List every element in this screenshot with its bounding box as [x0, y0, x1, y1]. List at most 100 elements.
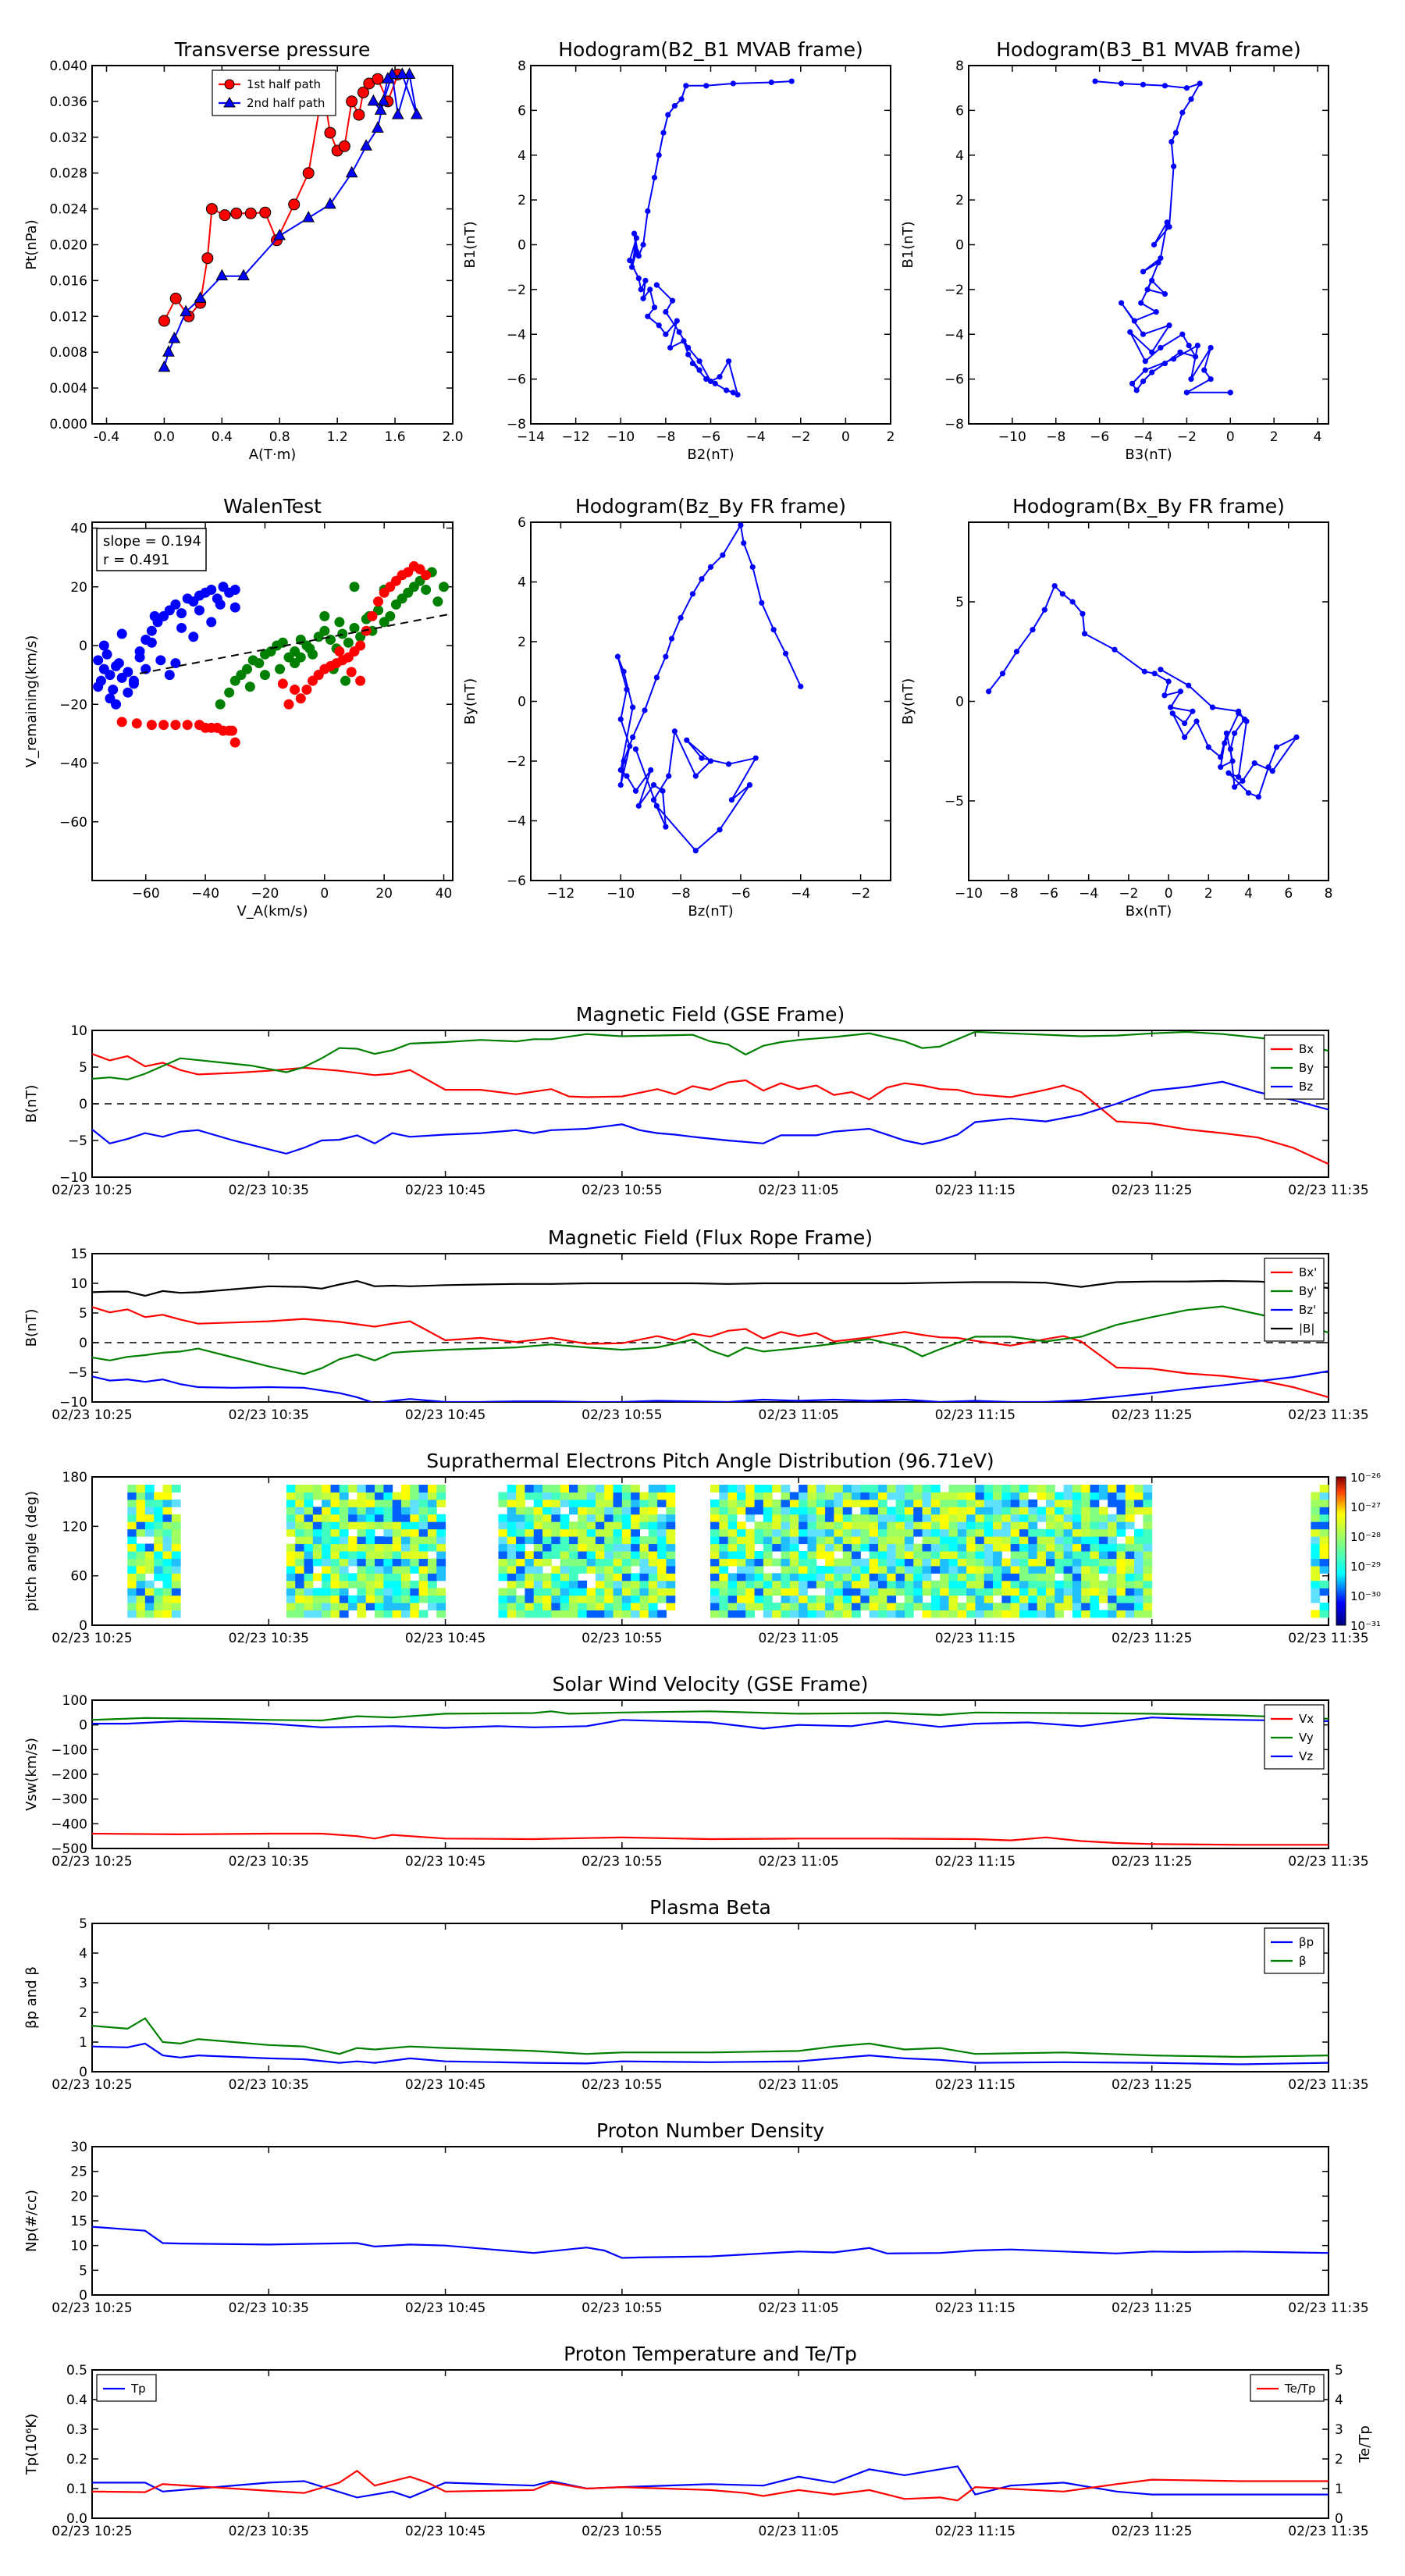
heatmap-cell — [365, 1499, 375, 1507]
heatmap-cell — [763, 1610, 773, 1618]
data-point — [1161, 83, 1168, 89]
heatmap-cell — [621, 1588, 631, 1596]
heatmap-cell — [586, 1514, 596, 1522]
heatmap-cell — [1311, 1580, 1321, 1589]
heatmap-cell — [860, 1528, 870, 1537]
heatmap-cell — [365, 1551, 375, 1559]
heatmap-cell — [852, 1558, 861, 1567]
heatmap-cell — [348, 1514, 357, 1522]
heatmap-cell — [516, 1551, 525, 1559]
heatmap-cell — [719, 1551, 729, 1559]
heatmap-cell — [144, 1492, 155, 1500]
heatmap-cell — [966, 1543, 976, 1552]
y-tick-label: 5 — [79, 1060, 87, 1076]
heatmap-cell — [542, 1610, 552, 1618]
y-tick-label: 25 — [70, 2165, 87, 2180]
heatmap-cell — [436, 1499, 446, 1507]
heatmap-cell — [136, 1492, 146, 1500]
heatmap-cell — [834, 1558, 844, 1567]
heatmap-cell — [727, 1485, 738, 1493]
heatmap-cell — [127, 1595, 137, 1603]
heatmap-cell — [551, 1492, 561, 1500]
heatmap-cell — [1134, 1603, 1144, 1611]
heatmap-cell — [727, 1528, 738, 1537]
heatmap-cell — [410, 1507, 420, 1515]
heatmap-cell — [666, 1543, 676, 1552]
heatmap-cell — [913, 1492, 923, 1500]
heatmap-cell — [604, 1573, 614, 1582]
heatmap-cell — [568, 1595, 578, 1603]
heatmap-cell — [1116, 1507, 1126, 1515]
heatmap-cell — [754, 1492, 764, 1500]
data-point — [666, 773, 672, 779]
heatmap-cell — [631, 1521, 640, 1530]
data-point — [360, 139, 372, 151]
heatmap-cell — [410, 1595, 420, 1603]
heatmap-cell — [127, 1485, 137, 1493]
heatmap-cell — [842, 1580, 852, 1589]
heatmap-cell — [763, 1558, 773, 1567]
plot-frame — [968, 65, 1329, 425]
heatmap-cell — [339, 1536, 349, 1545]
heatmap-cell — [357, 1580, 367, 1589]
heatmap-cell — [144, 1507, 155, 1515]
heatmap-cell — [984, 1595, 994, 1603]
data-point — [1080, 610, 1086, 617]
heatmap-cell — [922, 1507, 932, 1515]
series-line-0 — [92, 2465, 1329, 2499]
data-point — [1171, 356, 1177, 362]
heatmap-cell — [966, 1536, 976, 1545]
data-point — [627, 743, 633, 749]
x-tick-label: 02/23 10:35 — [229, 2300, 309, 2316]
heatmap-cell — [1010, 1558, 1020, 1567]
data-point — [663, 824, 669, 830]
heatmap-cell — [498, 1499, 508, 1507]
heatmap-cell — [745, 1603, 756, 1611]
heatmap-cell — [719, 1588, 729, 1596]
heatmap-cell — [745, 1558, 756, 1567]
heatmap-cell — [533, 1536, 543, 1545]
heatmap-cell — [1090, 1492, 1100, 1500]
legend-marker — [224, 79, 235, 90]
data-point — [1177, 688, 1184, 695]
data-point — [782, 650, 789, 656]
data-point — [319, 610, 330, 621]
heatmap-cell — [860, 1492, 870, 1500]
heatmap-cell — [745, 1543, 756, 1552]
heatmap-cell — [745, 1565, 756, 1574]
colorbar-tick-label: 10⁻²⁸ — [1350, 1530, 1381, 1544]
heatmap-cell — [1134, 1536, 1144, 1545]
heatmap-cell — [578, 1514, 588, 1522]
data-point — [667, 344, 674, 351]
data-point — [1051, 583, 1058, 589]
chart-0: Transverse pressure-0.4 0.0 0.4 0.8 1.2 1.6 2.… — [23, 38, 464, 463]
data-point — [410, 108, 423, 119]
heatmap-cell — [604, 1492, 614, 1500]
heatmap-cell — [877, 1580, 887, 1589]
data-point — [146, 625, 157, 636]
heatmap-cell — [286, 1514, 296, 1522]
heatmap-cell — [1037, 1485, 1047, 1493]
heatmap-cell — [560, 1573, 570, 1582]
heatmap-cell — [657, 1610, 667, 1618]
heatmap-cell — [930, 1595, 941, 1603]
colorbar-tick-label: 10⁻²⁷ — [1350, 1500, 1381, 1514]
data-point — [1131, 318, 1137, 324]
heatmap-cell — [816, 1528, 826, 1537]
heatmap-cell — [1045, 1521, 1055, 1530]
data-point — [1205, 744, 1211, 750]
heatmap-cell — [613, 1543, 623, 1552]
heatmap-cell — [1063, 1603, 1073, 1611]
series-line-0 — [92, 2042, 1329, 2065]
heatmap-cell — [621, 1558, 631, 1567]
heatmap-cell — [533, 1580, 543, 1589]
y-tick-label: 120 — [62, 1519, 87, 1535]
y-tick-label: 0 — [79, 1097, 87, 1112]
data-point — [93, 681, 104, 692]
data-point — [703, 376, 710, 382]
heatmap-cell — [1090, 1499, 1100, 1507]
data-point — [128, 675, 139, 686]
heatmap-cell — [401, 1528, 411, 1537]
heatmap-cell — [1098, 1521, 1108, 1530]
heatmap-cell — [1125, 1580, 1135, 1589]
